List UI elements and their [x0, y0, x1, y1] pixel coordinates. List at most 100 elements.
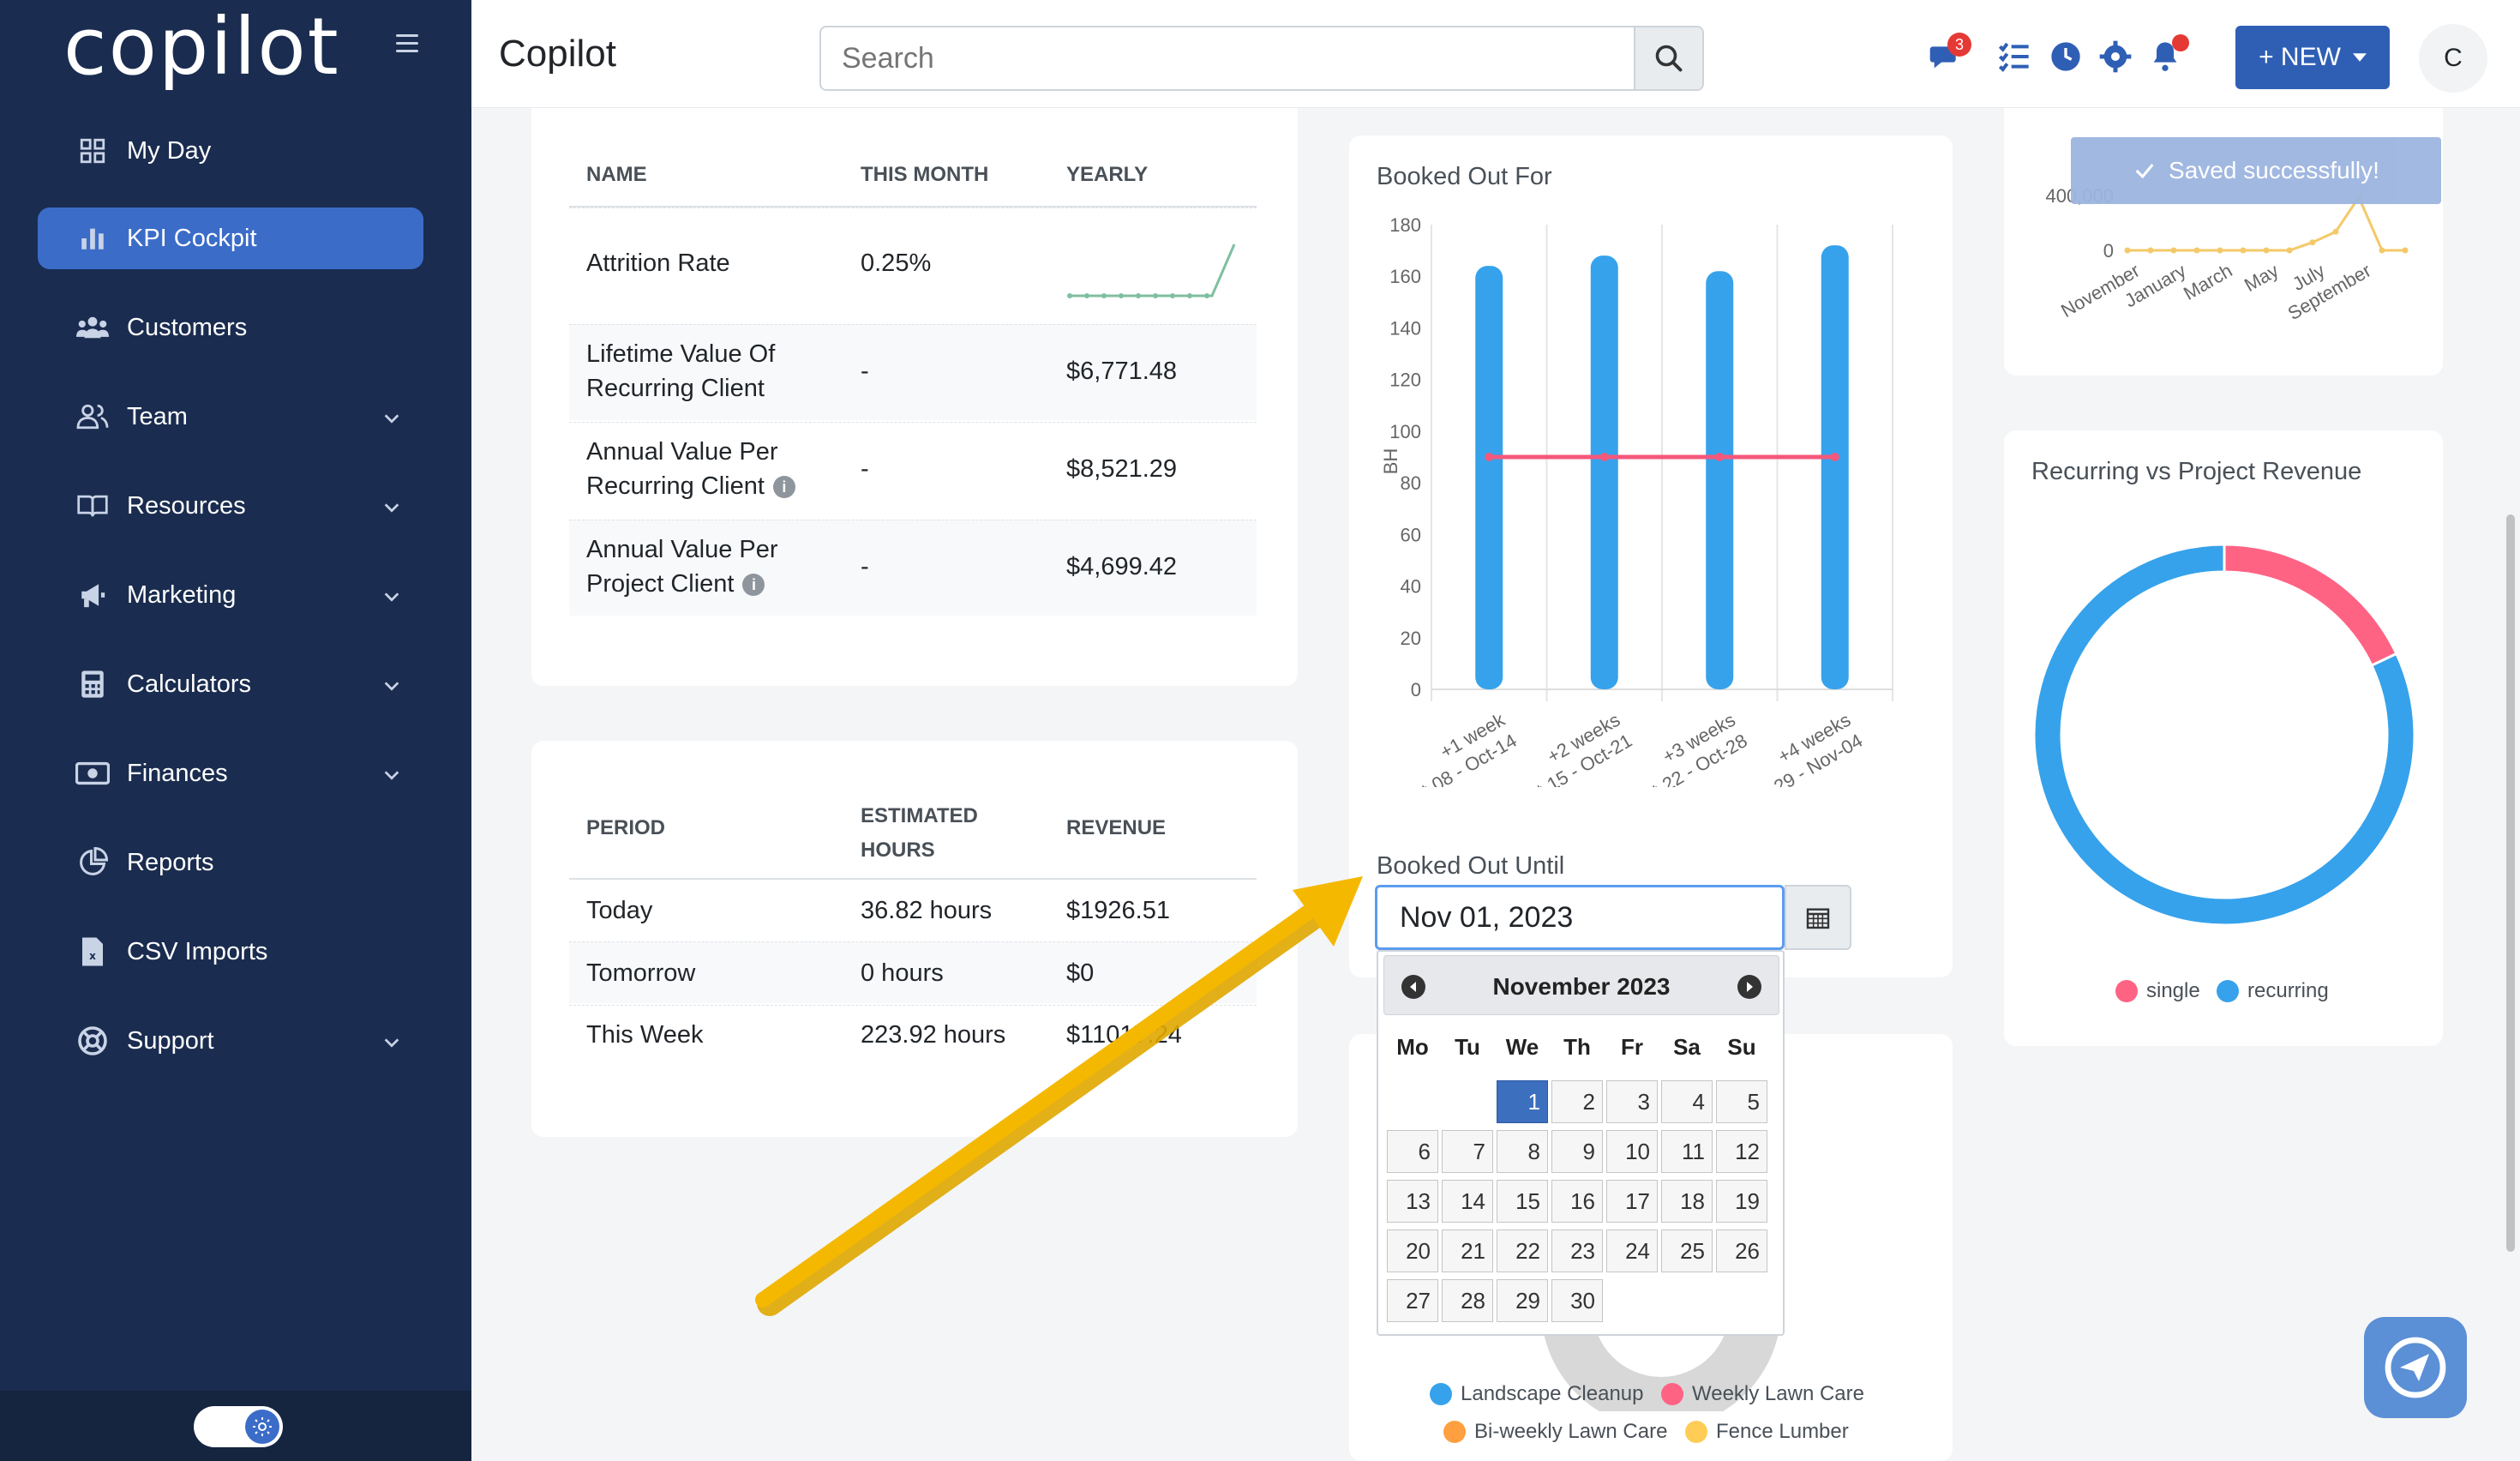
- legend-item[interactable]: Bi-weekly Lawn Care: [1443, 1420, 1667, 1444]
- calendar-day[interactable]: 4: [1661, 1080, 1713, 1123]
- line-point: [2332, 228, 2339, 235]
- table-row: Attrition Rate 0.25%: [569, 207, 1257, 322]
- next-month-icon[interactable]: [1737, 975, 1761, 999]
- revenue-line: [2127, 194, 2405, 252]
- bell-icon[interactable]: [2148, 34, 2189, 74]
- kpi-this-month: -: [861, 358, 869, 385]
- col-header-estimated-hours: ESTIMATED HOURS: [861, 804, 978, 862]
- sidebar-item-label: CSV Imports: [127, 937, 268, 965]
- sidebar-item-support[interactable]: Support: [38, 1010, 423, 1072]
- line-point: [2402, 247, 2409, 254]
- calendar-day[interactable]: 15: [1497, 1180, 1548, 1223]
- avatar[interactable]: C: [2419, 24, 2487, 93]
- sidebar-item-resources[interactable]: Resources: [38, 475, 423, 537]
- legend-item[interactable]: Landscape Cleanup: [1430, 1382, 1644, 1406]
- hamburger-menu-icon[interactable]: [396, 34, 418, 53]
- y-tick-label: 100: [1389, 421, 1421, 442]
- bar-chart-icon: [75, 221, 110, 256]
- chat-notifications-icon[interactable]: 3: [1929, 33, 1971, 74]
- table-row: Tomorrow 0 hours $0: [569, 941, 1257, 1003]
- kpi-this-month: -: [861, 553, 869, 580]
- calendar-day[interactable]: 9: [1551, 1130, 1603, 1173]
- info-icon[interactable]: i: [772, 476, 795, 499]
- x-tick-label: March: [2180, 260, 2235, 304]
- users-icon: [75, 310, 110, 345]
- calendar-button[interactable]: [1785, 885, 1851, 950]
- booked-out-card: Booked Out For BH 0 20 40 60 80 100 120 140 160 18…: [1349, 135, 1953, 977]
- sidebar-item-finances[interactable]: Finances: [38, 743, 423, 804]
- calendar-day[interactable]: 17: [1606, 1180, 1658, 1223]
- calendar-day[interactable]: 23: [1551, 1230, 1603, 1272]
- app-logo[interactable]: copilot: [63, 1, 340, 93]
- calendar-day[interactable]: 7: [1442, 1130, 1493, 1173]
- datepicker: November 2023 Mo Tu We Th Fr Sa Su 1 2 3 4 5 6 7 8 9 10 1…: [1377, 950, 1785, 1336]
- calendar-day[interactable]: 3: [1606, 1080, 1658, 1123]
- calendar-day[interactable]: 29: [1497, 1279, 1548, 1322]
- calendar-day[interactable]: 11: [1661, 1130, 1713, 1173]
- weekday-header: We: [1505, 1034, 1539, 1060]
- legend-item[interactable]: Fence Lumber: [1685, 1420, 1849, 1444]
- calendar-day[interactable]: 14: [1442, 1180, 1493, 1223]
- calendar-day[interactable]: 20: [1387, 1230, 1438, 1272]
- page-scrollbar[interactable]: [2506, 514, 2515, 1252]
- gear-icon[interactable]: [2098, 39, 2133, 74]
- sidebar-item-csv-imports[interactable]: x CSV Imports: [38, 921, 423, 983]
- search-input[interactable]: [842, 39, 1647, 77]
- calendar-day[interactable]: 22: [1497, 1230, 1548, 1272]
- line-point: [2263, 247, 2270, 254]
- reference-point: [1715, 453, 1725, 461]
- calendar-day[interactable]: 25: [1661, 1230, 1713, 1272]
- calendar-day[interactable]: 13: [1387, 1180, 1438, 1223]
- team-icon: [75, 400, 110, 434]
- new-button-label: + NEW: [2259, 43, 2341, 71]
- calendar-day[interactable]: 30: [1551, 1279, 1603, 1322]
- calendar-day[interactable]: 16: [1551, 1180, 1603, 1223]
- calendar-day[interactable]: 19: [1716, 1180, 1767, 1223]
- booked-out-until-input[interactable]: Nov 01, 2023: [1375, 885, 1785, 950]
- support-chat-button[interactable]: [2364, 1317, 2467, 1418]
- col-header-yearly: YEARLY: [1066, 163, 1149, 186]
- theme-toggle[interactable]: [194, 1406, 283, 1447]
- calendar-day[interactable]: 5: [1716, 1080, 1767, 1123]
- calendar-day[interactable]: 2: [1551, 1080, 1603, 1123]
- task-list-icon[interactable]: [1997, 39, 2031, 74]
- sidebar-item-marketing[interactable]: Marketing: [38, 564, 423, 626]
- sidebar-item-reports[interactable]: Reports: [38, 832, 423, 893]
- new-button[interactable]: + NEW: [2235, 26, 2390, 89]
- legend-dot: [1443, 1421, 1466, 1443]
- calendar-day[interactable]: 21: [1442, 1230, 1493, 1272]
- calendar-day[interactable]: 24: [1606, 1230, 1658, 1272]
- prev-month-icon[interactable]: [1401, 975, 1425, 999]
- sidebar-item-calculators[interactable]: Calculators: [38, 653, 423, 715]
- y-tick-label: 180: [1389, 214, 1421, 236]
- calendar-day[interactable]: 26: [1716, 1230, 1767, 1272]
- sidebar-item-kpi-cockpit[interactable]: KPI Cockpit: [38, 207, 423, 269]
- period-name: Tomorrow: [586, 959, 696, 987]
- calendar-day[interactable]: 27: [1387, 1279, 1438, 1322]
- calendar-day[interactable]: 1: [1497, 1080, 1548, 1123]
- legend-item[interactable]: Weekly Lawn Care: [1661, 1382, 1864, 1406]
- weekday-header: Sa: [1673, 1034, 1701, 1060]
- sidebar-item-label: Support: [127, 1026, 214, 1055]
- sidebar-item-my-day[interactable]: My Day: [38, 120, 423, 182]
- calendar-day[interactable]: 6: [1387, 1130, 1438, 1173]
- calendar-day[interactable]: 18: [1661, 1180, 1713, 1223]
- booked-out-until-label: Booked Out Until: [1377, 852, 1565, 880]
- caret-down-icon: [2352, 53, 2367, 62]
- sidebar-item-customers[interactable]: Customers: [38, 297, 423, 358]
- calendar-day[interactable]: 10: [1606, 1130, 1658, 1173]
- legend-item[interactable]: recurring: [2217, 979, 2329, 1003]
- calendar-day[interactable]: 28: [1442, 1279, 1493, 1322]
- kpi-this-month: 0.25%: [861, 250, 932, 277]
- revenue-line-chart: 400,0000NovemberJanuaryMarchMayJulySepte…: [2045, 185, 2409, 324]
- calendar-day[interactable]: 8: [1497, 1130, 1548, 1173]
- clock-icon[interactable]: [2049, 39, 2083, 74]
- legend-item[interactable]: single: [2115, 979, 2200, 1003]
- sidebar-item-team[interactable]: Team: [38, 386, 423, 448]
- bar: [1590, 256, 1618, 689]
- bar: [1706, 271, 1734, 689]
- calendar-day[interactable]: 12: [1716, 1130, 1767, 1173]
- info-icon[interactable]: i: [742, 574, 765, 597]
- kpi-name: Annual Value Per Project Client i: [586, 536, 778, 598]
- search-button[interactable]: [1634, 27, 1702, 89]
